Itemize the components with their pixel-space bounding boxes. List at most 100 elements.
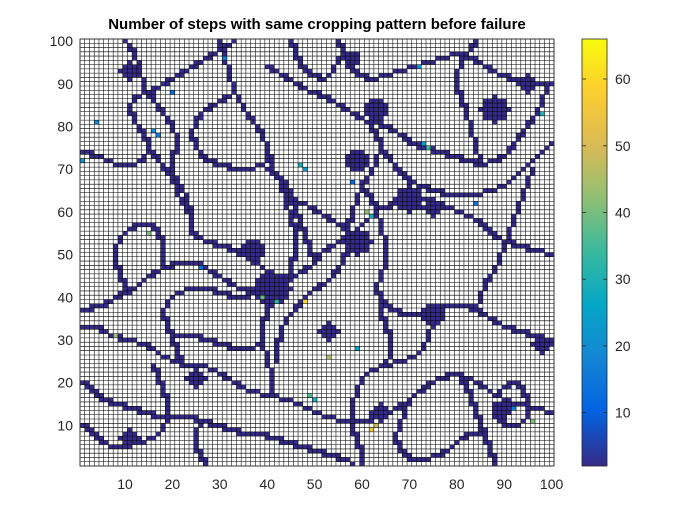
heatmap-cell	[203, 419, 209, 424]
heatmap-cell	[511, 243, 517, 249]
heatmap-cell	[193, 60, 199, 65]
heatmap-cell	[539, 337, 545, 343]
heatmap-cell	[250, 290, 256, 296]
heatmap-cell	[501, 401, 507, 407]
heatmap-cell	[179, 201, 185, 206]
heatmap-cell	[283, 286, 289, 291]
heatmap-cell	[416, 192, 422, 198]
heatmap-cell	[345, 419, 351, 424]
heatmap-cell	[369, 124, 374, 129]
heatmap-cell	[539, 346, 545, 351]
heatmap-cell	[516, 384, 521, 390]
heatmap-cell	[170, 337, 175, 343]
heatmap-cell	[141, 440, 147, 445]
heatmap-cell	[231, 380, 237, 385]
heatmap-cell	[468, 192, 474, 198]
heatmap-cell	[293, 51, 299, 57]
heatmap-cell	[122, 290, 128, 296]
heatmap-cell	[317, 90, 322, 95]
heatmap-cell	[198, 333, 204, 338]
heatmap-cell	[326, 248, 332, 253]
heatmap-cell	[354, 111, 360, 116]
heatmap-cell	[226, 282, 232, 287]
heatmap-cell	[217, 342, 223, 347]
heatmap-cell	[359, 457, 365, 462]
heatmap-cell	[378, 145, 384, 151]
heatmap-cell	[80, 423, 85, 428]
heatmap-cell	[269, 154, 275, 159]
heatmap-cell	[170, 414, 175, 420]
heatmap-cell	[165, 354, 171, 360]
heatmap-cell	[454, 154, 460, 159]
heatmap-cell	[411, 312, 417, 317]
heatmap-cell	[392, 436, 398, 441]
heatmap-cell	[369, 111, 374, 116]
heatmap-cell	[473, 431, 479, 437]
heatmap-cell	[520, 85, 526, 91]
heatmap-cell	[184, 333, 190, 338]
heatmap-cell	[283, 77, 289, 82]
heatmap-cell	[354, 154, 360, 159]
heatmap-cell	[170, 359, 175, 364]
heatmap-cell	[378, 222, 384, 227]
heatmap-cell	[132, 436, 137, 441]
heatmap-cell	[407, 209, 412, 215]
heatmap-cell	[549, 410, 555, 415]
heatmap-cell	[255, 342, 261, 347]
heatmap-cell	[226, 64, 232, 69]
heatmap-cell	[501, 184, 507, 189]
heatmap-cell	[411, 393, 417, 398]
heatmap-cell	[108, 444, 114, 449]
heatmap-cell	[331, 333, 337, 338]
heatmap-cell	[482, 103, 488, 108]
heatmap-cell	[350, 243, 355, 249]
heatmap-cell	[497, 73, 502, 78]
heatmap-cell	[354, 231, 360, 236]
heatmap-cell	[373, 111, 379, 116]
heatmap-cell	[421, 141, 427, 146]
heatmap-cell	[255, 124, 261, 129]
heatmap-cell	[463, 192, 469, 198]
heatmap-cell	[193, 231, 199, 236]
heatmap-cell	[354, 346, 360, 351]
heatmap-cell	[478, 192, 483, 198]
heatmap-cell	[516, 401, 521, 407]
heatmap-cell	[335, 222, 341, 227]
heatmap-cell	[449, 154, 455, 159]
heatmap-cell	[94, 325, 100, 330]
heatmap-cell	[321, 248, 327, 253]
heatmap-cell	[151, 273, 156, 279]
heatmap-cell	[127, 64, 133, 69]
heatmap-cell	[203, 107, 209, 112]
heatmap-cell	[468, 389, 474, 394]
heatmap-cell	[402, 192, 408, 198]
heatmap-cell	[207, 51, 213, 57]
heatmap-cell	[350, 179, 355, 185]
heatmap-cell	[226, 342, 232, 347]
heatmap-cell	[497, 389, 502, 394]
heatmap-cell	[321, 453, 327, 458]
heatmap-cell	[506, 231, 512, 236]
heatmap-cell	[530, 81, 536, 87]
heatmap-cell	[293, 43, 299, 48]
colorbar	[581, 38, 608, 467]
heatmap-cell	[373, 154, 379, 159]
heatmap-cell	[497, 320, 502, 326]
heatmap-cell	[487, 440, 493, 445]
heatmap-cell	[492, 265, 498, 270]
heatmap-cell	[378, 107, 384, 112]
heatmap-cell	[231, 90, 237, 95]
heatmap-cell	[312, 256, 318, 262]
heatmap-cell	[373, 137, 379, 142]
heatmap-cell	[217, 98, 223, 104]
heatmap-cell	[269, 167, 275, 172]
heatmap-cell	[212, 286, 218, 291]
heatmap-cell	[497, 414, 502, 420]
heatmap-cell	[459, 103, 464, 108]
heatmap-cell	[378, 103, 384, 108]
heatmap-cell	[193, 436, 199, 441]
heatmap-cell	[397, 196, 403, 202]
heatmap-cell	[487, 226, 493, 232]
heatmap-cell	[497, 103, 502, 108]
heatmap-cell	[174, 137, 180, 142]
